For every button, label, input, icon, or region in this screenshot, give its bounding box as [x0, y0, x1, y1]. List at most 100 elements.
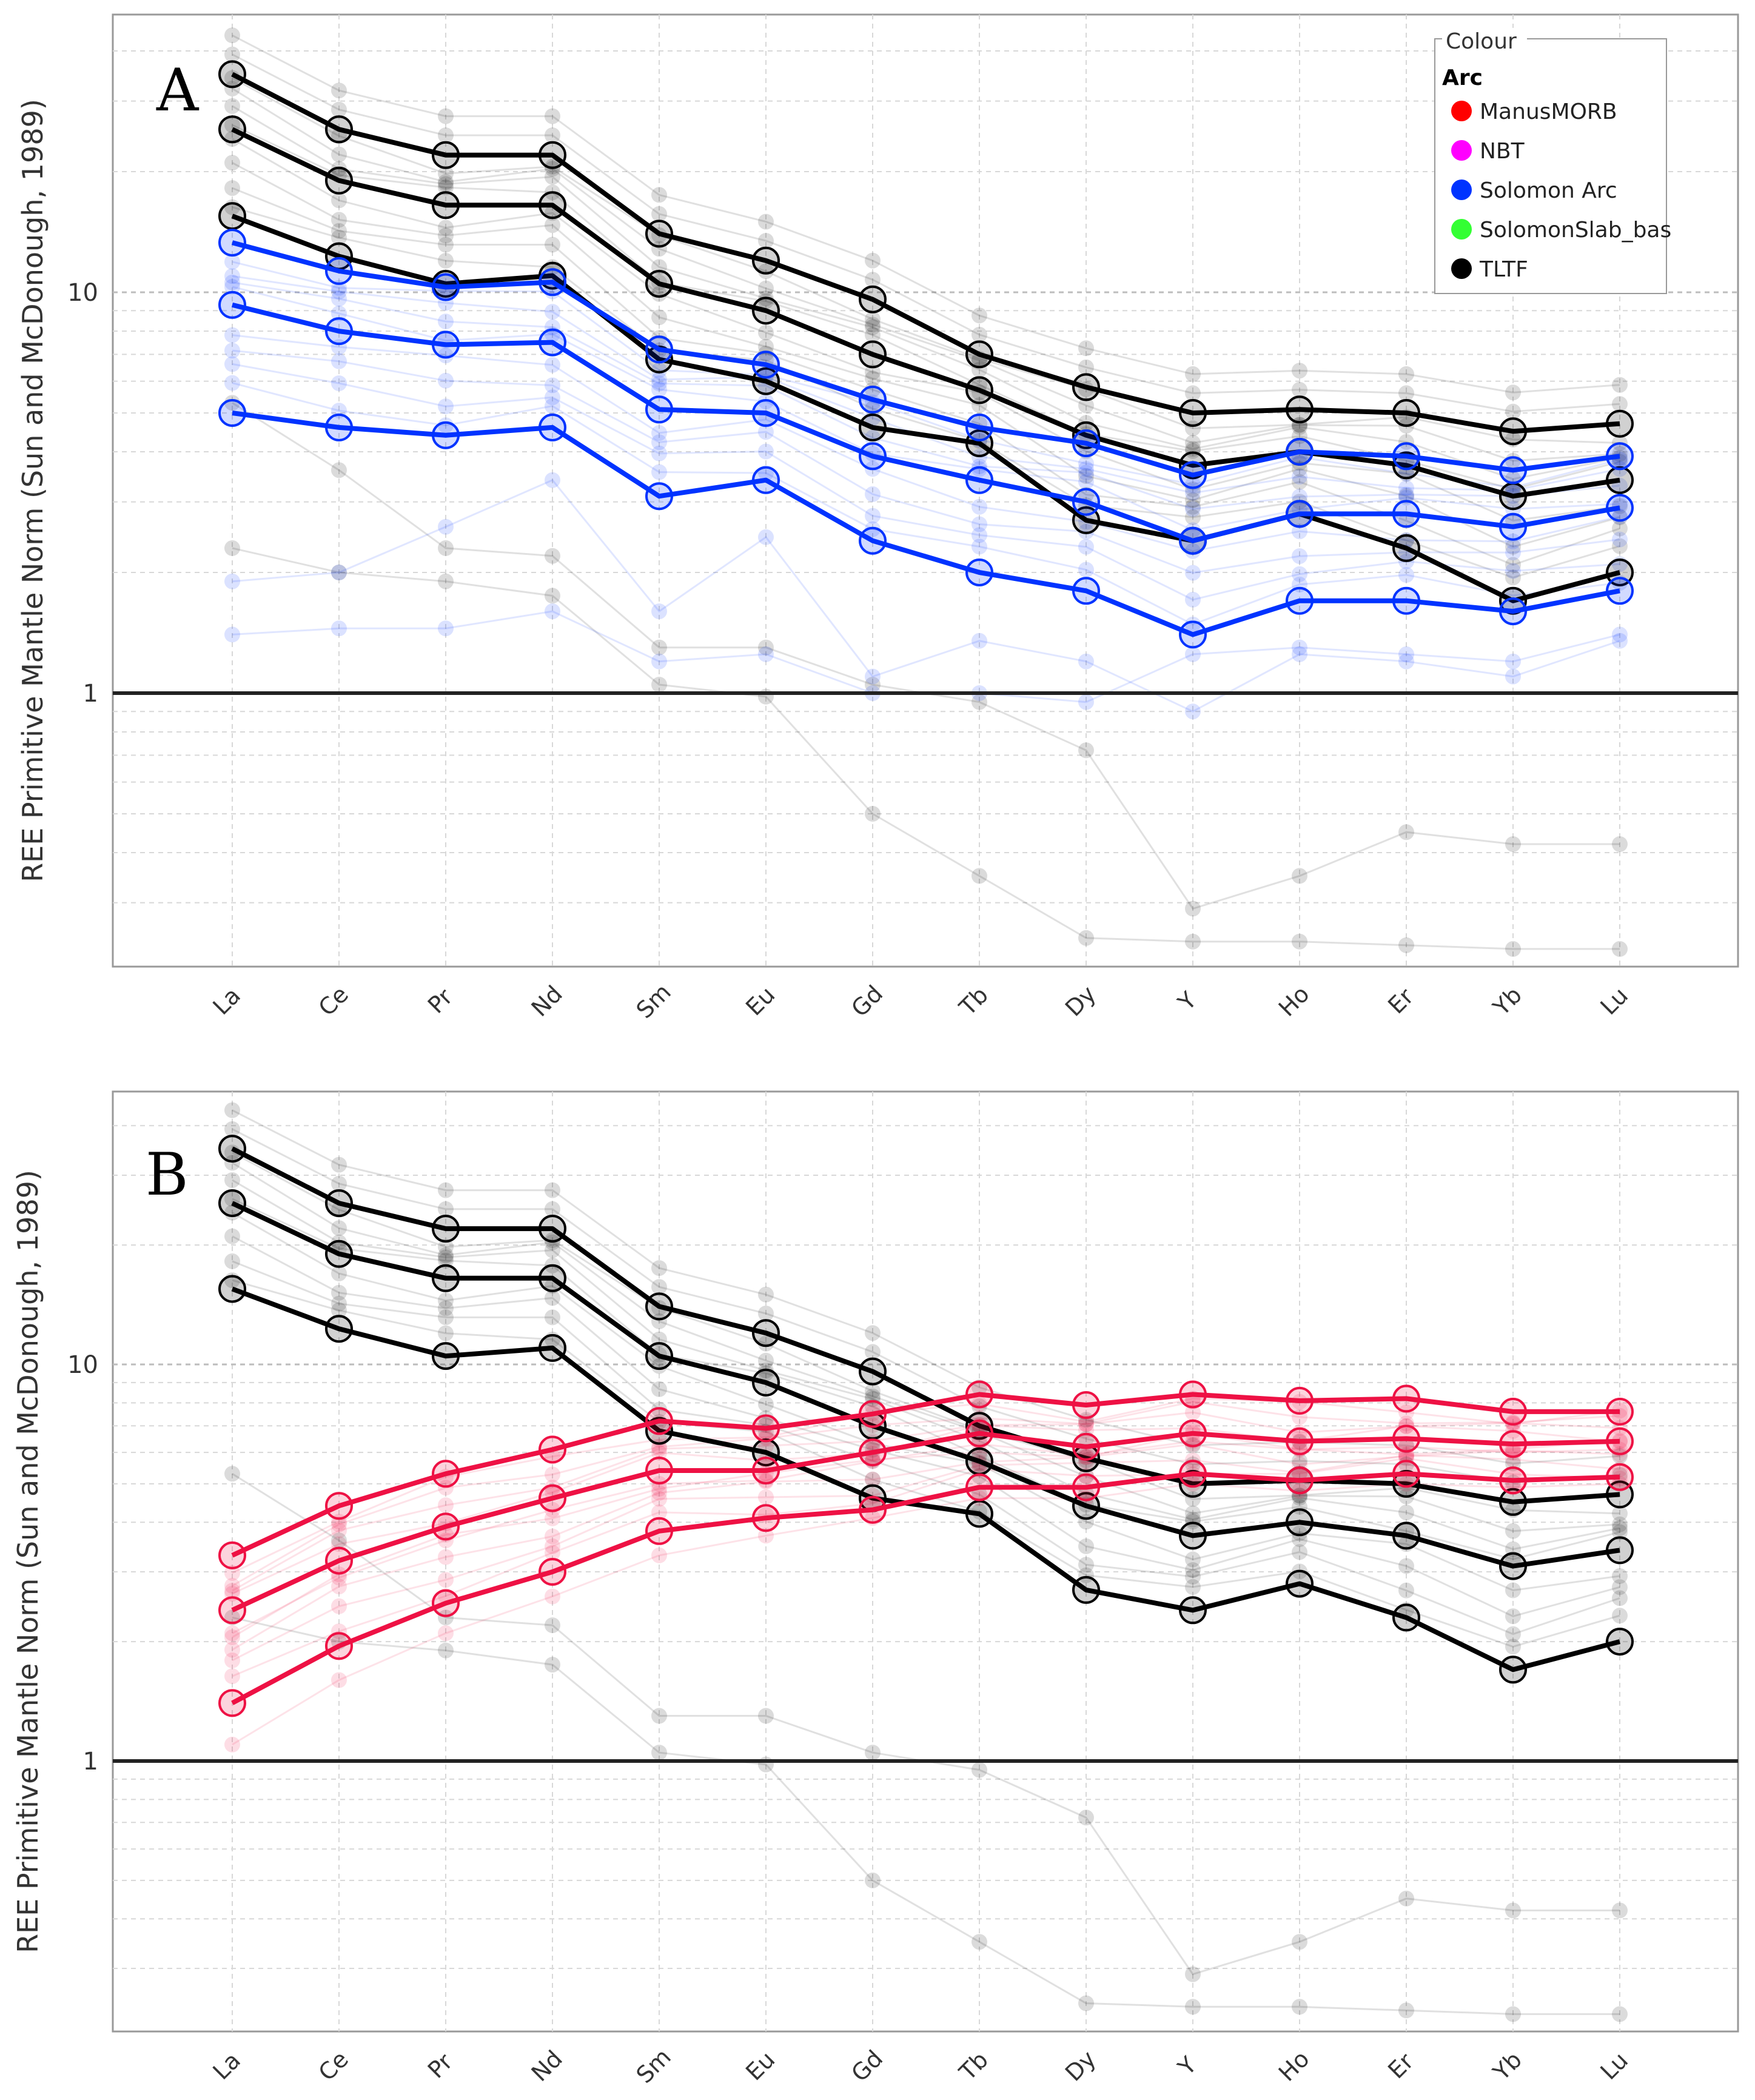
data-point — [218, 202, 246, 230]
background-sample-point — [1612, 520, 1628, 537]
background-sample-point — [545, 1588, 560, 1605]
data-point — [1499, 1656, 1527, 1684]
data-point — [325, 257, 353, 285]
data-point — [539, 268, 566, 297]
data-point — [1286, 1427, 1314, 1455]
background-sample-point — [651, 653, 667, 669]
background-sample-point — [224, 1121, 240, 1137]
background-sample-point — [758, 639, 774, 656]
background-sample-point — [1185, 485, 1201, 501]
background-sample-point — [331, 229, 347, 246]
background-sample-point — [1078, 538, 1094, 555]
background-sample-point — [971, 527, 987, 543]
background-sample-point — [438, 1182, 454, 1198]
background-sample-point — [331, 290, 347, 307]
data-point — [432, 330, 460, 359]
background-sample-point — [651, 639, 667, 656]
background-sample-point — [1185, 481, 1201, 497]
background-sample-point — [545, 603, 560, 620]
background-sample-point — [1505, 538, 1521, 555]
background-sample-point — [758, 263, 774, 280]
background-sample-point — [224, 81, 240, 96]
background-sample-point — [1078, 694, 1094, 710]
background-sample-point — [758, 1335, 774, 1352]
background-sample-point — [1612, 1505, 1628, 1521]
background-sample-point — [1078, 1810, 1094, 1826]
data-point — [539, 191, 566, 220]
data-point — [965, 429, 993, 457]
background-sample-point — [438, 1572, 454, 1588]
background-sample-point — [1078, 742, 1094, 759]
background-sample-point — [1292, 646, 1307, 662]
background-sample-point — [971, 326, 987, 343]
background-sample-point — [545, 1545, 560, 1561]
background-sample-point — [1612, 1579, 1628, 1595]
background-sample-point — [331, 146, 347, 163]
background-sample-line — [232, 334, 1620, 552]
background-sample-point — [438, 1247, 454, 1263]
data-point — [645, 395, 673, 424]
legend-marker-nbt — [1451, 140, 1472, 161]
series-line — [232, 411, 1620, 637]
data-point — [539, 1558, 566, 1586]
series-line — [231, 240, 1620, 478]
background-sample-point — [1398, 937, 1414, 953]
background-sample-point — [545, 1510, 560, 1526]
background-sample-line — [232, 87, 1620, 462]
background-sample-point — [438, 166, 454, 182]
background-sample-line — [232, 1457, 1620, 1677]
background-sample-point — [1185, 1456, 1201, 1472]
data-point — [859, 442, 887, 471]
background-sample-point — [1505, 1443, 1521, 1458]
y-tick-label: 1 — [83, 1748, 98, 1776]
background-sample-line — [232, 1212, 1620, 1592]
background-sample-point — [1505, 557, 1521, 573]
background-sample-point — [971, 694, 987, 710]
background-sample-point — [331, 1266, 347, 1281]
data-point — [1179, 461, 1207, 489]
background-sample-line — [232, 1616, 1620, 2015]
background-sample-point — [651, 1358, 667, 1374]
background-sample-point — [1398, 488, 1414, 504]
background-sample-point — [1078, 562, 1094, 578]
data-point — [1072, 1391, 1100, 1419]
background-sample-point — [438, 540, 454, 556]
background-sample-point — [1185, 1514, 1201, 1530]
chart-panel-a: 110 La Ce Pr Nd Sm Eu Gd Tb Dy Y Ho Er Yb Lu REE Prim… — [16, 13, 1739, 1024]
background-sample-point — [758, 1472, 774, 1489]
background-sample-point — [758, 424, 774, 440]
data-point — [965, 1447, 993, 1475]
background-sample-point — [438, 398, 454, 415]
background-sample-point — [865, 677, 881, 693]
background-sample-point — [1078, 523, 1094, 540]
background-sample-point — [545, 1290, 560, 1306]
background-sample-point — [224, 1652, 240, 1668]
background-sample-point — [438, 1625, 454, 1642]
background-sample-point — [224, 279, 240, 295]
data-point — [539, 1215, 566, 1243]
background-sample-point — [224, 1466, 240, 1482]
background-sample-point — [1078, 474, 1094, 490]
background-sample-point — [1505, 1415, 1521, 1431]
background-sample-point — [224, 1625, 240, 1642]
background-sample-point — [1078, 468, 1094, 485]
background-sample-point — [1078, 1468, 1094, 1484]
data-point — [645, 1407, 673, 1435]
background-sample-line — [232, 1260, 1620, 1635]
data-point — [1179, 1419, 1207, 1448]
background-sample-point — [438, 1609, 454, 1626]
data-point — [1072, 429, 1100, 457]
background-sample-point — [438, 227, 454, 244]
background-sample-point — [1505, 1639, 1521, 1655]
background-sample-line — [232, 382, 1620, 626]
series-layer-b — [218, 1135, 1634, 1717]
data-point — [1392, 1603, 1420, 1632]
background-sample-point — [1292, 1999, 1307, 2015]
data-point — [1286, 1569, 1314, 1598]
background-sample-point — [438, 314, 454, 330]
background-sample-point — [1505, 941, 1521, 957]
background-sample-point — [758, 443, 774, 460]
y-tick-label: 10 — [67, 1351, 98, 1379]
background-sample-point — [1185, 435, 1201, 451]
background-sample-point — [971, 461, 987, 477]
